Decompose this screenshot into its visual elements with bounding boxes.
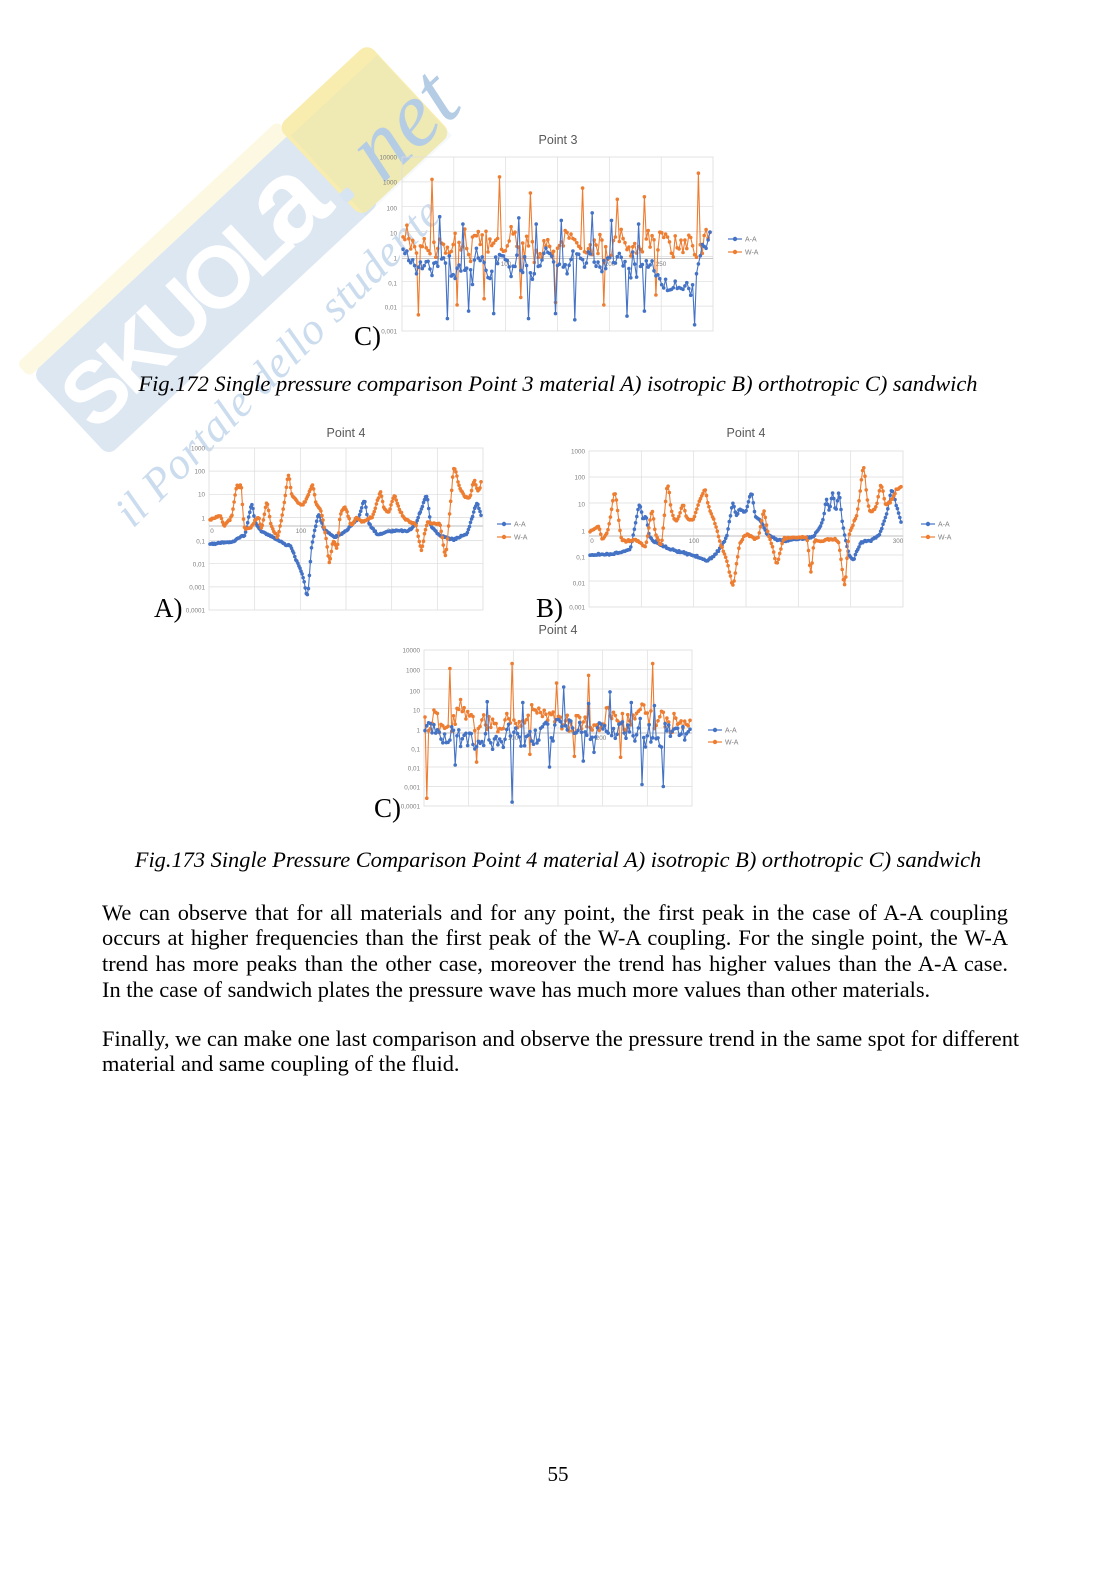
svg-text:0,001: 0,001	[404, 785, 420, 792]
svg-text:200: 200	[596, 735, 607, 742]
svg-text:1: 1	[393, 256, 397, 263]
svg-text:W-A: W-A	[745, 250, 759, 257]
svg-text:0,001: 0,001	[569, 605, 585, 612]
svg-text:1000: 1000	[571, 449, 586, 456]
svg-text:1000: 1000	[406, 668, 421, 675]
svg-text:100: 100	[409, 689, 420, 696]
svg-text:300: 300	[893, 538, 904, 545]
svg-text:100: 100	[296, 528, 307, 535]
svg-text:10: 10	[578, 502, 586, 509]
svg-text:100: 100	[386, 206, 397, 213]
svg-text:1: 1	[416, 728, 420, 735]
svg-text:10000: 10000	[379, 155, 397, 162]
svg-text:W-A: W-A	[514, 535, 528, 542]
svg-text:0,1: 0,1	[196, 539, 205, 546]
svg-text:100: 100	[689, 538, 700, 545]
svg-text:0,01: 0,01	[408, 766, 421, 773]
svg-text:10: 10	[390, 231, 398, 238]
svg-text:10000: 10000	[402, 648, 420, 655]
svg-text:1000: 1000	[191, 446, 206, 453]
svg-text:10: 10	[413, 708, 421, 715]
svg-text:0,1: 0,1	[411, 747, 420, 754]
svg-text:0,01: 0,01	[573, 581, 586, 588]
svg-text:1000: 1000	[383, 180, 398, 187]
svg-text:1: 1	[581, 529, 585, 536]
svg-text:Point 4: Point 4	[327, 426, 366, 440]
svg-text:10: 10	[198, 492, 206, 499]
svg-text:Point 4: Point 4	[539, 623, 578, 637]
svg-text:100: 100	[501, 261, 512, 268]
svg-text:0,0001: 0,0001	[401, 804, 421, 811]
svg-text:100: 100	[194, 469, 205, 476]
svg-text:0,001: 0,001	[189, 585, 205, 592]
svg-text:W-A: W-A	[938, 535, 952, 542]
svg-text:1: 1	[201, 516, 205, 523]
svg-text:W-A: W-A	[725, 740, 739, 747]
svg-text:0,1: 0,1	[576, 555, 585, 562]
svg-text:A-A: A-A	[745, 237, 757, 244]
svg-text:Point 3: Point 3	[539, 133, 578, 147]
svg-text:Point 4: Point 4	[727, 426, 766, 440]
svg-text:A-A: A-A	[938, 522, 950, 529]
svg-text:0,001: 0,001	[381, 329, 397, 336]
svg-text:0: 0	[210, 528, 214, 535]
svg-text:A-A: A-A	[725, 728, 737, 735]
svg-text:A-A: A-A	[514, 522, 526, 529]
svg-text:100: 100	[574, 475, 585, 482]
svg-text:0: 0	[590, 538, 594, 545]
svg-text:0,01: 0,01	[193, 562, 206, 569]
svg-text:0,01: 0,01	[385, 305, 398, 312]
svg-text:0,1: 0,1	[388, 281, 397, 288]
svg-text:0,0001: 0,0001	[186, 608, 206, 615]
